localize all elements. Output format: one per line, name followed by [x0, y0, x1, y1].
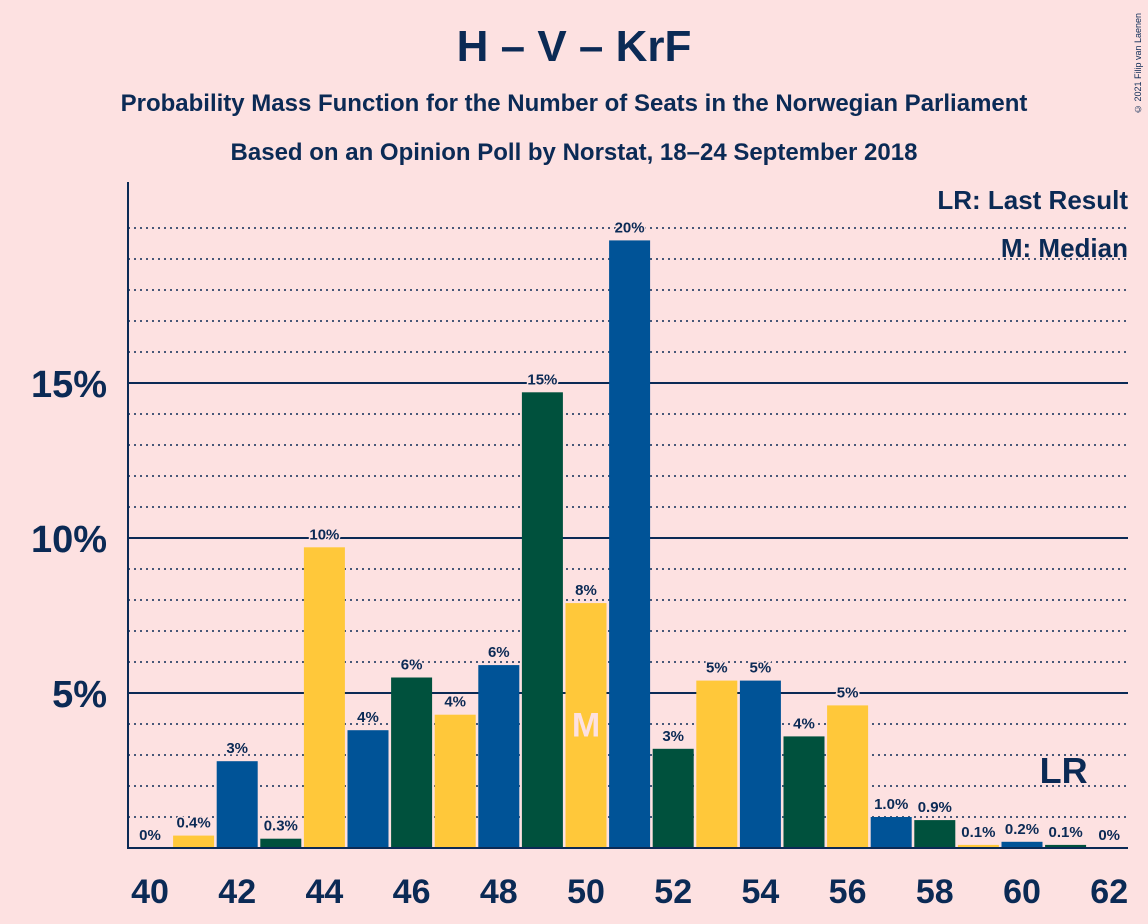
chart-title: H – V – KrF — [456, 22, 692, 71]
bar-value-label: 15% — [527, 371, 557, 388]
bar-value-label: 0.1% — [961, 824, 995, 841]
bar-value-label: 3% — [662, 728, 684, 745]
x-tick-label: 62 — [1090, 873, 1128, 911]
y-tick-label: 15% — [31, 364, 107, 406]
y-tick-label: 5% — [52, 674, 107, 716]
bar-seat-44 — [303, 547, 345, 848]
bar-seat-56 — [827, 705, 869, 848]
bar-value-label: 8% — [575, 582, 597, 599]
bar-value-label: 6% — [488, 644, 510, 661]
legend-last-result: LR: Last Result — [937, 185, 1128, 215]
bar-seat-51 — [609, 240, 651, 848]
bar-value-label: 5% — [837, 684, 859, 701]
bar-value-label: 0.9% — [918, 799, 952, 816]
bar-seat-45 — [347, 730, 389, 848]
chart-subtitle-poll: Based on an Opinion Poll by Norstat, 18–… — [230, 139, 918, 166]
bar-seat-54 — [739, 680, 781, 848]
bar-seat-58 — [914, 820, 956, 848]
bar-value-label: 6% — [401, 657, 423, 674]
bar-seat-42 — [216, 761, 258, 848]
bar-seat-57 — [870, 817, 912, 848]
x-tick-label: 52 — [654, 873, 692, 911]
bar-value-label: 0.2% — [1005, 821, 1039, 838]
x-tick-label: 50 — [567, 873, 605, 911]
bar-seat-43 — [260, 838, 302, 848]
bar-seat-52 — [652, 748, 694, 848]
x-tick-label: 60 — [1003, 873, 1041, 911]
bar-value-label: 0.4% — [176, 815, 210, 832]
chart-subtitle: Probability Mass Function for the Number… — [120, 90, 1028, 117]
median-marker: M — [572, 706, 600, 744]
bar-value-label: 4% — [444, 694, 466, 711]
x-tick-label: 42 — [218, 873, 256, 911]
bar-value-label: 5% — [706, 660, 728, 677]
y-tick-label: 10% — [31, 519, 107, 561]
bar-seat-50 — [565, 603, 607, 848]
x-tick-label: 56 — [829, 873, 867, 911]
bar-value-label: 0.3% — [264, 818, 298, 835]
bar-value-label: 0% — [1098, 827, 1120, 844]
bar-seat-46 — [391, 677, 433, 848]
bar-seat-55 — [783, 736, 825, 848]
bar-seat-41 — [173, 835, 215, 848]
bar-value-label: 3% — [226, 740, 248, 757]
bar-value-label: 5% — [750, 660, 772, 677]
legend-median: M: Median — [1000, 233, 1128, 263]
bar-value-label: 1.0% — [874, 796, 908, 813]
bar-seat-61 — [1045, 844, 1087, 848]
bar-seat-53 — [696, 680, 738, 848]
bar-value-label: 20% — [615, 219, 645, 236]
bar-seat-49 — [521, 392, 563, 848]
x-tick-label: 40 — [131, 873, 169, 911]
last-result-marker: LR — [1040, 750, 1088, 791]
bar-value-label: 4% — [357, 709, 379, 726]
x-tick-label: 46 — [393, 873, 431, 911]
bar-seat-59 — [957, 844, 999, 848]
bar-seat-47 — [434, 714, 476, 848]
bar-value-label: 0% — [139, 827, 161, 844]
bar-seat-48 — [478, 665, 520, 848]
x-tick-label: 48 — [480, 873, 518, 911]
x-tick-label: 58 — [916, 873, 954, 911]
bar-value-label: 4% — [793, 715, 815, 732]
x-tick-label: 44 — [305, 873, 343, 911]
x-tick-label: 54 — [741, 873, 779, 911]
bar-seat-60 — [1001, 841, 1043, 848]
bar-value-label: 10% — [309, 526, 339, 543]
bar-value-label: 0.1% — [1048, 824, 1082, 841]
